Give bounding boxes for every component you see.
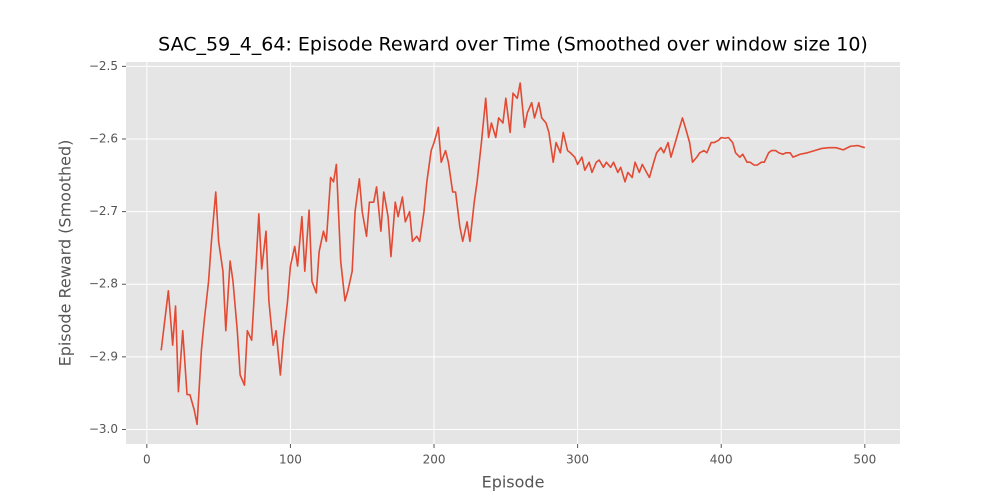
x-tick-label: 200 (423, 453, 446, 467)
plot-area (126, 62, 900, 444)
chart-title: SAC_59_4_64: Episode Reward over Time (S… (158, 34, 868, 56)
x-tick-label: 100 (279, 453, 302, 467)
y-tick-label: −2.5 (89, 59, 118, 73)
y-tick-label: −3.0 (89, 422, 118, 436)
x-axis-label: Episode (482, 473, 545, 492)
y-tick-label: −2.9 (89, 349, 118, 363)
y-tick-label: −2.7 (89, 204, 118, 218)
x-tick-label: 0 (143, 453, 151, 467)
y-axis-label: Episode Reward (Smoothed) (56, 140, 75, 367)
x-tick-label: 500 (853, 453, 876, 467)
line (160, 82, 866, 426)
y-tick-label: −2.8 (89, 277, 118, 291)
x-tick-label: 300 (566, 453, 589, 467)
x-tick-label: 400 (710, 453, 733, 467)
y-tick-label: −2.6 (89, 131, 118, 145)
